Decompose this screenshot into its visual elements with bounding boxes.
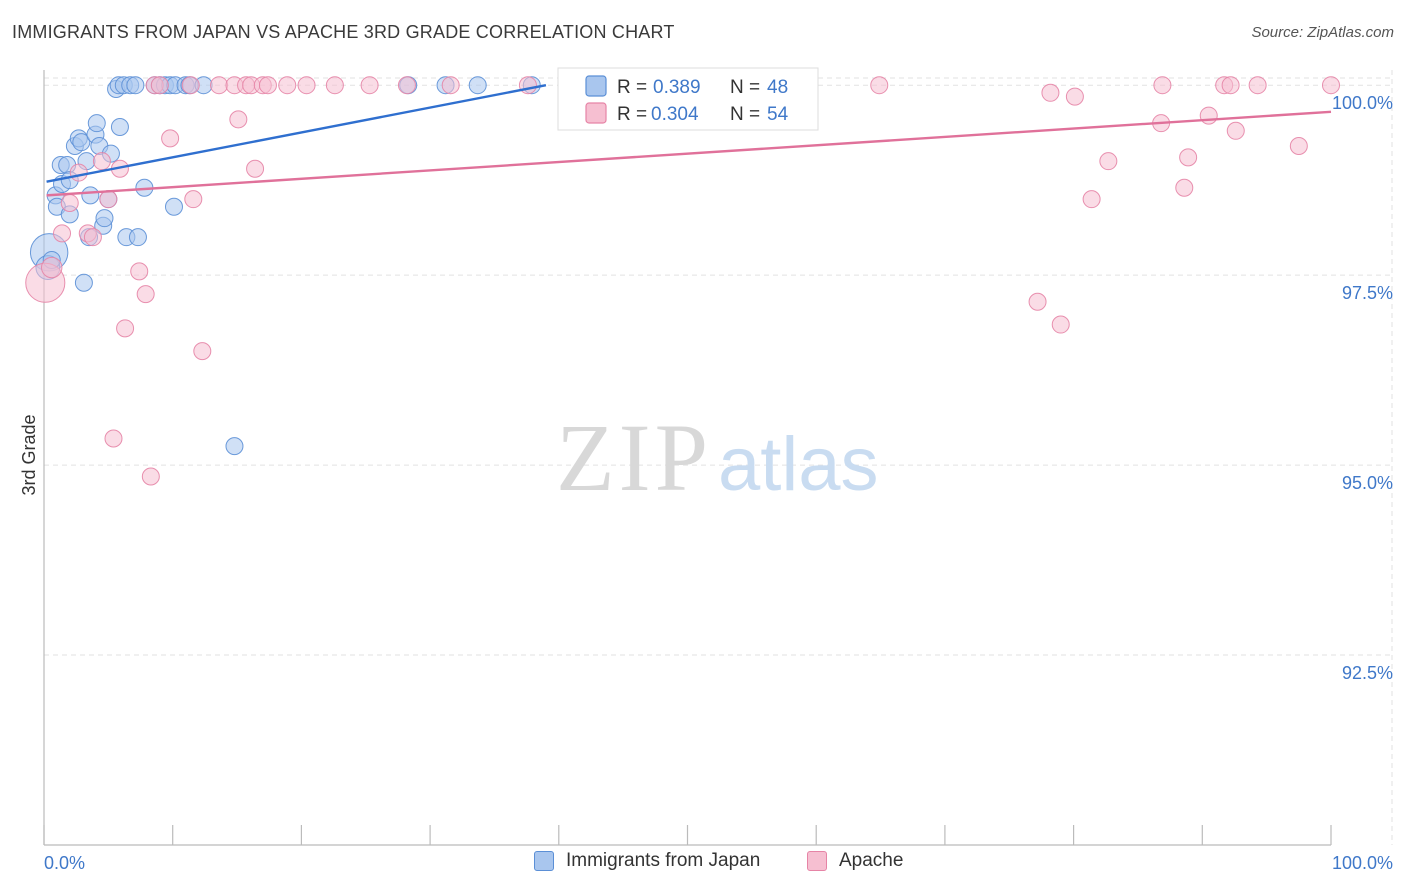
data-point-apache [1153,76,1172,95]
data-point-japan [72,133,91,152]
data-point-japan [110,117,129,136]
data-point-apache [246,159,265,178]
data-point-apache [229,110,248,129]
bottom-legend: Immigrants from Japan Apache [0,850,1406,880]
chart-title: IMMIGRANTS FROM JAPAN VS APACHE 3RD GRAD… [12,22,675,42]
data-point-japan [128,228,147,247]
data-point-apache [360,76,379,95]
data-point-apache [518,76,537,95]
y-tick-label: 95.0% [1342,473,1393,493]
trend-line-japan [46,84,547,183]
top-legend-r-value-1: 0.389 [653,77,701,98]
data-point-apache [69,163,88,182]
top-legend-n-value-2: 54 [767,104,789,125]
top-legend-n-value-1: 48 [767,77,788,98]
data-point-apache [53,224,72,243]
watermark: ZIP atlas [556,404,879,511]
data-point-apache [325,76,344,95]
data-point-japan [164,197,183,216]
y-tick-label: 92.5% [1342,663,1393,683]
data-point-apache [184,190,203,209]
data-point-japan [225,437,244,456]
data-point-japan [95,209,114,228]
data-point-apache [1221,76,1240,95]
legend-label-apache: Apache [839,850,904,871]
top-legend: R = 0.389 N = 48 R = 0.304 N = 54 [557,67,819,131]
top-legend-r-label-1: R = [617,77,647,98]
data-point-japan [81,186,100,205]
data-point-apache [1041,83,1060,102]
data-point-apache [397,76,416,95]
legend-label-japan: Immigrants from Japan [566,850,761,871]
legend-swatch-japan [534,851,554,871]
data-point-apache [1289,136,1308,155]
trend-layer [46,84,1332,197]
watermark-zip: ZIP [556,404,712,511]
grid-layer [44,70,1393,845]
data-point-apache [161,129,180,148]
data-point-apache [1322,76,1340,95]
axis-layer: 92.5% 95.0% 97.5% 100.0% 0.0% 100.0% 3rd Grade [19,70,1393,873]
data-point-apache [141,467,160,486]
x-tick-label: 100.0% [1332,853,1393,873]
data-point-apache [1175,178,1194,197]
data-point-apache [1179,148,1198,167]
data-point-apache [181,76,200,95]
top-legend-r-value-2: 0.304 [651,104,699,125]
watermark-atlas: atlas [718,422,879,507]
data-point-apache [1065,87,1084,106]
data-point-japan [74,273,93,292]
y-tick-label: 97.5% [1342,283,1393,303]
top-legend-r-label-2: R = [617,104,647,125]
data-point-apache [104,429,123,448]
data-point-apache [1226,121,1245,140]
source-label: Source: ZipAtlas.com [1251,24,1394,41]
data-point-apache [1082,190,1101,209]
data-point-japan [87,114,106,133]
top-legend-swatch-pink [585,102,607,124]
data-point-apache [1199,106,1218,125]
data-point-apache [83,228,102,247]
data-point-apache [116,319,135,338]
data-point-japan [468,76,487,95]
legend-item-apache[interactable]: Apache [807,850,903,872]
data-point-apache [150,76,169,95]
data-point-apache [870,76,889,95]
data-point-apache [130,262,149,281]
data-point-apache [258,76,277,95]
trend-line-apache [46,110,1332,197]
top-legend-swatch-blue [585,75,607,97]
legend-item-japan[interactable]: Immigrants from Japan [534,850,760,872]
points-layer [25,76,1340,486]
data-point-apache [193,342,212,361]
y-tick-label: 100.0% [1332,93,1393,113]
data-point-apache [41,256,63,279]
x-tick-label: 0.0% [44,853,85,873]
data-point-apache [210,76,229,95]
data-point-apache [92,152,111,171]
data-point-apache [136,285,155,304]
data-point-apache [278,76,297,95]
data-point-japan [126,76,145,95]
top-legend-n-label-1: N = [730,77,760,98]
top-legend-n-label-2: N = [730,104,760,125]
y-axis-label: 3rd Grade [19,414,39,495]
data-point-apache [441,76,460,95]
data-point-apache [1248,76,1267,95]
data-point-apache [297,76,316,95]
data-point-apache [1051,315,1070,334]
data-point-apache [60,193,79,212]
legend-swatch-apache [807,851,827,871]
data-point-apache [1099,152,1118,171]
data-point-apache [99,190,118,209]
data-point-apache [1028,292,1047,311]
